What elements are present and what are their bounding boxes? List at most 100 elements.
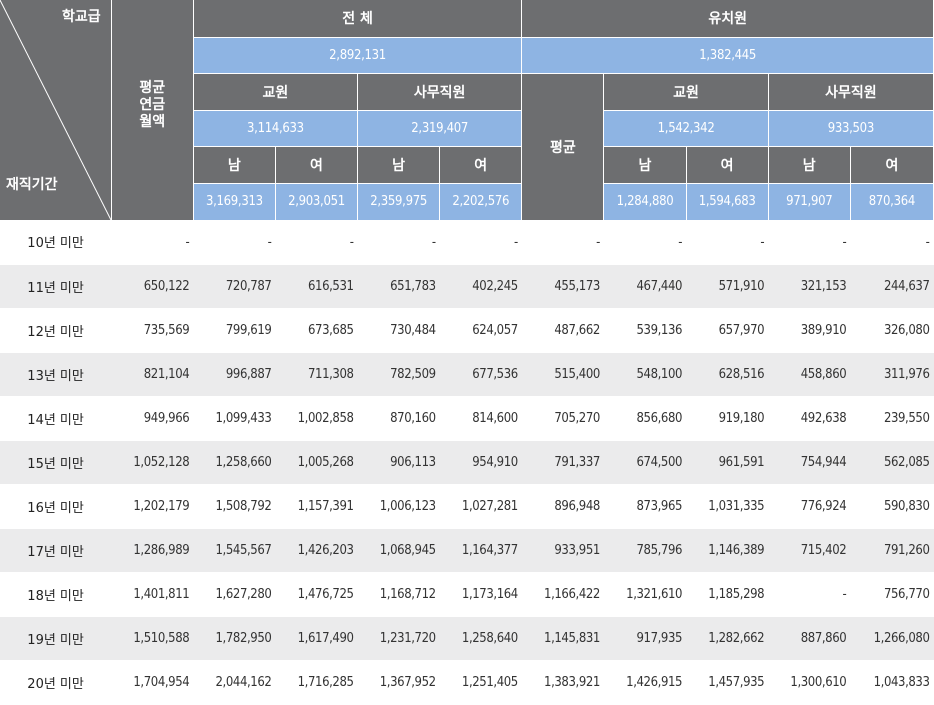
row-label: 10년 미만 <box>0 220 112 265</box>
row-label: 12년 미만 <box>0 308 112 353</box>
table-cell: 1,031,335 <box>686 484 769 529</box>
kinder-staff-male-header: 남 <box>768 146 851 184</box>
table-cell: 1,145,831 <box>521 616 604 661</box>
table-cell: 705,270 <box>521 396 604 441</box>
table-cell: 674,500 <box>603 440 687 485</box>
table-cell: 791,337 <box>521 440 604 485</box>
table-cell: 735,569 <box>111 308 194 353</box>
table-cell: 896,948 <box>521 484 604 529</box>
table-cell: 1,027,281 <box>439 484 522 529</box>
service-period-label: 재직기간 <box>6 177 58 193</box>
avg-pension-header: 평균 연금 월액 <box>111 0 194 221</box>
table-cell: 1,510,588 <box>111 616 194 661</box>
kinder-teacher-female-header: 여 <box>686 146 769 184</box>
table-cell: - <box>768 220 851 265</box>
table-cell: 1,266,080 <box>850 616 934 661</box>
kinder-group-header: 유치원 <box>521 0 934 38</box>
table-cell: 887,860 <box>768 616 851 661</box>
table-cell: 1,426,203 <box>275 528 358 573</box>
kinder-teacher-header: 교원 <box>603 73 769 111</box>
table-cell: 814,600 <box>439 396 522 441</box>
table-cell: 1,202,179 <box>111 484 194 529</box>
table-cell: 677,536 <box>439 352 522 397</box>
table-cell: 467,440 <box>603 264 687 309</box>
table-cell: 1,367,952 <box>357 660 440 705</box>
table-cell: 1,052,128 <box>111 440 194 485</box>
table-cell: 949,966 <box>111 396 194 441</box>
kinder-staff-value: 933,503 <box>768 110 934 147</box>
table-cell: 1,476,725 <box>275 572 358 617</box>
table-cell: 1,508,792 <box>193 484 276 529</box>
table-cell: 673,685 <box>275 308 358 353</box>
table-cell: 624,057 <box>439 308 522 353</box>
table-cell: 1,627,280 <box>193 572 276 617</box>
table-row: 14년 미만 949,966 1,099,433 1,002,858 870,1… <box>0 396 934 441</box>
table-cell: 1,258,640 <box>439 616 522 661</box>
row-label: 16년 미만 <box>0 484 112 529</box>
table-cell: 730,484 <box>357 308 440 353</box>
table-cell: 1,545,567 <box>193 528 276 573</box>
table-cell: - <box>850 220 934 265</box>
table-cell: 906,113 <box>357 440 440 485</box>
table-cell: - <box>439 220 522 265</box>
table-cell: 657,970 <box>686 308 769 353</box>
table-cell: 311,976 <box>850 352 934 397</box>
table-row: 10년 미만 - - - - - - - - - - <box>0 220 934 265</box>
table-cell: 1,321,610 <box>603 572 687 617</box>
table-cell: 515,400 <box>521 352 604 397</box>
table-cell: 650,122 <box>111 264 194 309</box>
table-cell: 321,153 <box>768 264 851 309</box>
kinder-staff-header: 사무직원 <box>768 73 934 111</box>
table-cell: 1,716,285 <box>275 660 358 705</box>
table-cell: 1,251,405 <box>439 660 522 705</box>
table-cell: 919,180 <box>686 396 769 441</box>
table-cell: 754,944 <box>768 440 851 485</box>
table-cell: 628,516 <box>686 352 769 397</box>
table-cell: 1,782,950 <box>193 616 276 661</box>
table-cell: - <box>111 220 194 265</box>
table-cell: 1,043,833 <box>850 660 934 705</box>
table-row: 19년 미만 1,510,588 1,782,950 1,617,490 1,2… <box>0 616 934 661</box>
table-cell: 711,308 <box>275 352 358 397</box>
row-label: 13년 미만 <box>0 352 112 397</box>
kinder-teacher-female-value: 1,594,683 <box>686 183 769 221</box>
table-cell: 1,146,389 <box>686 528 769 573</box>
row-label: 20년 미만 <box>0 660 112 705</box>
table-cell: - <box>193 220 276 265</box>
table-row: 17년 미만 1,286,989 1,545,567 1,426,203 1,0… <box>0 528 934 573</box>
kinder-staff-female-value: 870,364 <box>850 183 934 221</box>
table-cell: 799,619 <box>193 308 276 353</box>
row-label: 17년 미만 <box>0 528 112 573</box>
total-staff-value: 2,319,407 <box>357 110 523 147</box>
table-cell: 954,910 <box>439 440 522 485</box>
table-cell: 1,068,945 <box>357 528 440 573</box>
table-cell: 1,164,377 <box>439 528 522 573</box>
table-cell: 720,787 <box>193 264 276 309</box>
table-cell: 1,166,422 <box>521 572 604 617</box>
table-cell: 1,286,989 <box>111 528 194 573</box>
row-label: 18년 미만 <box>0 572 112 617</box>
table-cell: - <box>603 220 687 265</box>
total-group-header: 전 체 <box>193 0 523 38</box>
total-teacher-female-header: 여 <box>275 146 359 184</box>
table-cell: 782,509 <box>357 352 440 397</box>
kinder-value-cell: 1,382,445 <box>521 37 934 74</box>
table-cell: 1,231,720 <box>357 616 440 661</box>
table-cell: 1,173,164 <box>439 572 522 617</box>
table-cell: 616,531 <box>275 264 358 309</box>
table-row: 11년 미만 650,122 720,787 616,531 651,783 4… <box>0 264 934 309</box>
table-cell: 1,383,921 <box>521 660 604 705</box>
table-body: 10년 미만 - - - - - - - - - - 11년 미만 650,12… <box>0 220 934 705</box>
table-cell: 791,260 <box>850 528 934 573</box>
table-row: 20년 미만 1,704,954 2,044,162 1,716,285 1,3… <box>0 660 934 705</box>
total-staff-female-value: 2,202,576 <box>439 183 523 221</box>
table-cell: 562,085 <box>850 440 934 485</box>
row-label: 11년 미만 <box>0 264 112 309</box>
table-cell: 492,638 <box>768 396 851 441</box>
total-staff-male-header: 남 <box>357 146 441 184</box>
table-cell: 2,044,162 <box>193 660 276 705</box>
table-cell: 239,550 <box>850 396 934 441</box>
table-cell: 1,168,712 <box>357 572 440 617</box>
table-cell: - <box>521 220 604 265</box>
total-value-cell: 2,892,131 <box>193 37 523 74</box>
